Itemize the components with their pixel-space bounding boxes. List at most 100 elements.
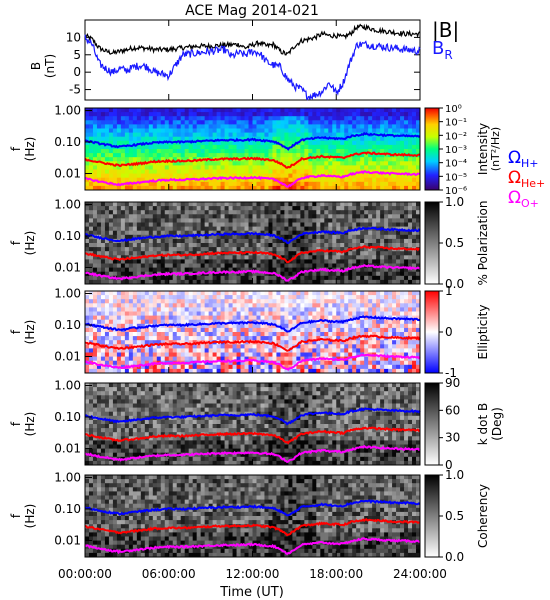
heatmap-cell xyxy=(392,303,397,308)
heatmap-cell xyxy=(412,352,417,357)
heatmap-cell xyxy=(308,255,313,260)
heatmap-cell xyxy=(324,161,329,166)
heatmap-cell xyxy=(176,327,182,333)
heatmap-cell xyxy=(344,291,349,296)
heatmap-cell xyxy=(388,144,393,150)
heatmap-cell xyxy=(220,128,225,133)
heatmap-cell xyxy=(352,360,357,366)
heatmap-cell xyxy=(88,116,94,121)
heatmap-cell xyxy=(392,149,397,154)
heatmap-cell xyxy=(88,267,94,273)
heatmap-cell xyxy=(396,140,401,146)
heatmap-cell xyxy=(304,108,309,113)
heatmap-cell xyxy=(160,108,166,113)
heatmap-cell xyxy=(312,116,317,121)
heatmap-cell xyxy=(284,173,289,179)
heatmap-cell xyxy=(112,218,118,223)
heatmap-cell xyxy=(348,238,353,244)
heatmap-cell xyxy=(148,165,154,170)
heatmap-cell xyxy=(172,327,178,333)
heatmap-cell xyxy=(152,149,158,154)
heatmap-cell xyxy=(184,206,190,211)
heatmap-cell xyxy=(140,222,146,227)
heatmap-cell xyxy=(412,112,417,117)
heatmap-cell xyxy=(88,120,94,125)
heatmap-cell xyxy=(256,323,261,329)
heatmap-cell xyxy=(240,356,245,362)
heatmap-cell xyxy=(168,315,174,321)
heatmap-cell xyxy=(224,132,229,138)
heatmap-cell xyxy=(252,311,257,316)
heatmap-cell xyxy=(184,140,190,146)
heatmap-cell xyxy=(280,319,285,325)
heatmap-cell xyxy=(248,124,253,129)
heatmap-cell xyxy=(100,279,106,285)
heatmap-cell xyxy=(268,255,273,260)
heatmap-cell xyxy=(336,120,341,125)
freq-ytick-label: 0.10 xyxy=(54,229,81,243)
heatmap-cell xyxy=(104,202,110,207)
heatmap-cell xyxy=(368,311,373,316)
heatmap-cell xyxy=(324,165,329,170)
heatmap-cell xyxy=(188,230,194,236)
heatmap-cell xyxy=(152,251,158,256)
heatmap-cell xyxy=(380,210,385,215)
heatmap-cell xyxy=(120,202,126,207)
heatmap-cell xyxy=(156,303,162,308)
heatmap-cell xyxy=(248,165,253,170)
heatmap-cell xyxy=(412,323,417,329)
heatmap-cell xyxy=(280,165,285,170)
heatmap-cell xyxy=(128,271,134,277)
heatmap-cell xyxy=(284,271,289,277)
heatmap-cell xyxy=(356,214,361,219)
heatmap-cell xyxy=(176,226,182,232)
heatmap-cell xyxy=(268,243,273,248)
heatmap-cell xyxy=(308,177,313,183)
heatmap-cell xyxy=(332,238,337,244)
heatmap-cell xyxy=(404,311,409,316)
heatmap-cell xyxy=(148,157,154,162)
heatmap-cell xyxy=(276,251,281,256)
heatmap-cell xyxy=(364,255,369,260)
heatmap-cell xyxy=(128,299,134,304)
heatmap-cell xyxy=(124,140,130,146)
heatmap-cell xyxy=(232,128,237,133)
heatmap-cell xyxy=(368,202,373,207)
heatmap-cell xyxy=(356,360,361,366)
heatmap-cell xyxy=(240,116,245,121)
heatmap-cell xyxy=(120,360,126,366)
heatmap-cell xyxy=(112,214,118,219)
heatmap-cell xyxy=(184,136,190,142)
heatmap-cell xyxy=(340,161,345,166)
heatmap-cell xyxy=(288,140,293,146)
heatmap-cell xyxy=(196,149,202,154)
heatmap-cell xyxy=(220,243,225,248)
heatmap-cell xyxy=(152,136,158,142)
heatmap-cell xyxy=(412,206,417,211)
heatmap-cell xyxy=(372,243,377,248)
heatmap-cell xyxy=(228,149,233,154)
heatmap-cell xyxy=(92,173,98,179)
freq-ylabel-line1: f xyxy=(9,146,23,151)
heatmap-cell xyxy=(176,185,182,191)
heatmap-cell xyxy=(396,259,401,264)
heatmap-cell xyxy=(152,364,158,370)
heatmap-cell xyxy=(104,356,110,362)
heatmap-cell xyxy=(292,251,297,256)
heatmap-cell xyxy=(192,295,198,300)
heatmap-cell xyxy=(108,108,114,113)
heatmap-cell xyxy=(240,247,245,252)
heatmap-cell xyxy=(340,360,345,366)
heatmap-cell xyxy=(124,243,130,248)
heatmap-cell xyxy=(180,275,186,281)
heatmap-cell xyxy=(412,226,417,232)
heatmap-cell xyxy=(416,267,421,273)
heatmap-cell xyxy=(252,352,257,357)
heatmap-cell xyxy=(248,108,253,113)
heatmap-cell xyxy=(224,116,229,121)
figure-title: ACE Mag 2014-021 xyxy=(185,3,319,19)
heatmap-cell xyxy=(336,181,341,187)
heatmap-cell xyxy=(236,315,241,321)
heatmap-cell xyxy=(220,356,225,362)
heatmap-cell xyxy=(172,144,178,150)
